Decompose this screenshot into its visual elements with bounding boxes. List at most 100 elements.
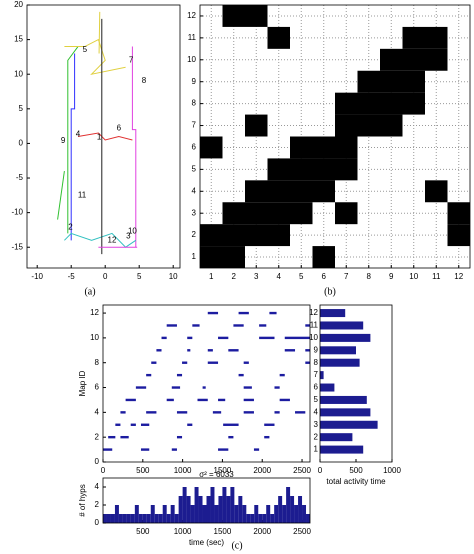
activity-segment bbox=[243, 411, 254, 414]
hyp-count bbox=[250, 514, 255, 523]
x-tick-label: 11 bbox=[432, 272, 441, 281]
hyp-count bbox=[222, 487, 227, 523]
cell bbox=[357, 92, 380, 115]
y-tick-label: 0 bbox=[19, 139, 24, 148]
activity-segment bbox=[182, 361, 188, 364]
map-label: 8 bbox=[142, 76, 147, 85]
activity-segment bbox=[264, 423, 275, 426]
activity-segment bbox=[146, 411, 157, 414]
panel-caption: (a) bbox=[84, 286, 95, 297]
hyp-count bbox=[278, 496, 283, 523]
hyp-count bbox=[218, 496, 223, 523]
cell bbox=[267, 202, 290, 225]
hyp-count bbox=[282, 505, 287, 523]
activity-segment bbox=[187, 423, 193, 426]
activity-segment bbox=[140, 448, 150, 451]
x-tick-label: 500 bbox=[136, 466, 150, 475]
cell bbox=[245, 202, 268, 225]
activity-segment bbox=[120, 411, 126, 414]
cell bbox=[312, 180, 335, 203]
hyp-count bbox=[146, 514, 151, 523]
activity-segment bbox=[125, 398, 136, 402]
activity-segment bbox=[284, 336, 310, 340]
x-tick-label: 0 bbox=[103, 272, 108, 281]
y-axis-label: Map ID bbox=[78, 370, 87, 396]
bar bbox=[320, 445, 364, 454]
x-tick-label: 5 bbox=[299, 272, 304, 281]
activity-segment bbox=[305, 349, 310, 352]
activity-segment bbox=[207, 349, 213, 352]
cell bbox=[380, 92, 403, 115]
axes-frame bbox=[319, 304, 393, 463]
hyp-count bbox=[182, 487, 187, 523]
x-tick-label: 10 bbox=[409, 272, 418, 281]
cell bbox=[335, 136, 358, 159]
bar bbox=[320, 358, 360, 367]
bar bbox=[320, 309, 346, 318]
hyp-count bbox=[274, 505, 279, 523]
activity-segment bbox=[284, 349, 296, 352]
y-tick-label: 9 bbox=[192, 77, 197, 86]
cell bbox=[267, 180, 290, 203]
x-tick-label: 12 bbox=[454, 272, 463, 281]
activity-segment bbox=[176, 435, 183, 439]
activity-segment bbox=[243, 386, 252, 389]
activity-segment bbox=[192, 324, 200, 327]
cell bbox=[290, 136, 313, 159]
activity-segment bbox=[274, 411, 280, 414]
trajectory bbox=[98, 11, 101, 54]
cell bbox=[312, 136, 335, 159]
y-tick-label: 5 bbox=[19, 104, 24, 113]
hyp-count bbox=[230, 487, 235, 523]
cell bbox=[222, 5, 245, 27]
activity-segment bbox=[269, 311, 277, 315]
cell bbox=[447, 224, 470, 247]
hyp-count bbox=[134, 505, 139, 523]
cell bbox=[335, 158, 358, 181]
activity-segment bbox=[233, 324, 244, 327]
cell bbox=[245, 114, 268, 137]
x-tick-label: 6 bbox=[322, 272, 327, 281]
y-tick-label: 2 bbox=[314, 432, 319, 441]
hyp-count bbox=[262, 514, 267, 523]
bar bbox=[320, 433, 353, 442]
x-tick-label: 1000 bbox=[383, 466, 401, 475]
activity-segment bbox=[176, 411, 188, 414]
hyp-count bbox=[118, 514, 123, 523]
cell bbox=[402, 48, 425, 71]
activity-segment bbox=[223, 423, 239, 426]
activity-segment bbox=[228, 435, 234, 439]
activity-segment bbox=[176, 373, 183, 377]
hyp-count bbox=[294, 505, 299, 523]
y-tick-label: 11 bbox=[188, 33, 197, 42]
hyp-count bbox=[302, 505, 307, 523]
cell bbox=[402, 70, 425, 93]
cell bbox=[245, 224, 268, 247]
x-tick-label: 1 bbox=[209, 272, 214, 281]
cell bbox=[380, 114, 403, 137]
hyp-count bbox=[214, 505, 219, 523]
x-tick-label: 3 bbox=[254, 272, 259, 281]
activity-segment bbox=[243, 361, 249, 364]
trajectory bbox=[64, 232, 137, 248]
hyp-count bbox=[142, 514, 147, 523]
y-tick-label: 4 bbox=[95, 407, 100, 416]
activity-segment bbox=[146, 373, 152, 377]
hyp-count bbox=[306, 514, 310, 523]
hyp-count bbox=[103, 514, 107, 523]
hyp-count bbox=[130, 514, 135, 523]
activity-segment bbox=[103, 448, 113, 451]
y-tick-label: -5 bbox=[16, 173, 24, 182]
activity-segment bbox=[135, 386, 147, 389]
activity-segment bbox=[171, 448, 177, 451]
cell bbox=[200, 136, 223, 159]
x-tick-label: 4 bbox=[277, 272, 282, 281]
trajectory bbox=[64, 38, 126, 76]
cell bbox=[267, 224, 290, 247]
activity-segment bbox=[115, 423, 121, 426]
activity-segment bbox=[253, 448, 260, 451]
map-label: 6 bbox=[117, 123, 122, 132]
hyp-count bbox=[194, 487, 199, 523]
cell bbox=[335, 202, 358, 225]
